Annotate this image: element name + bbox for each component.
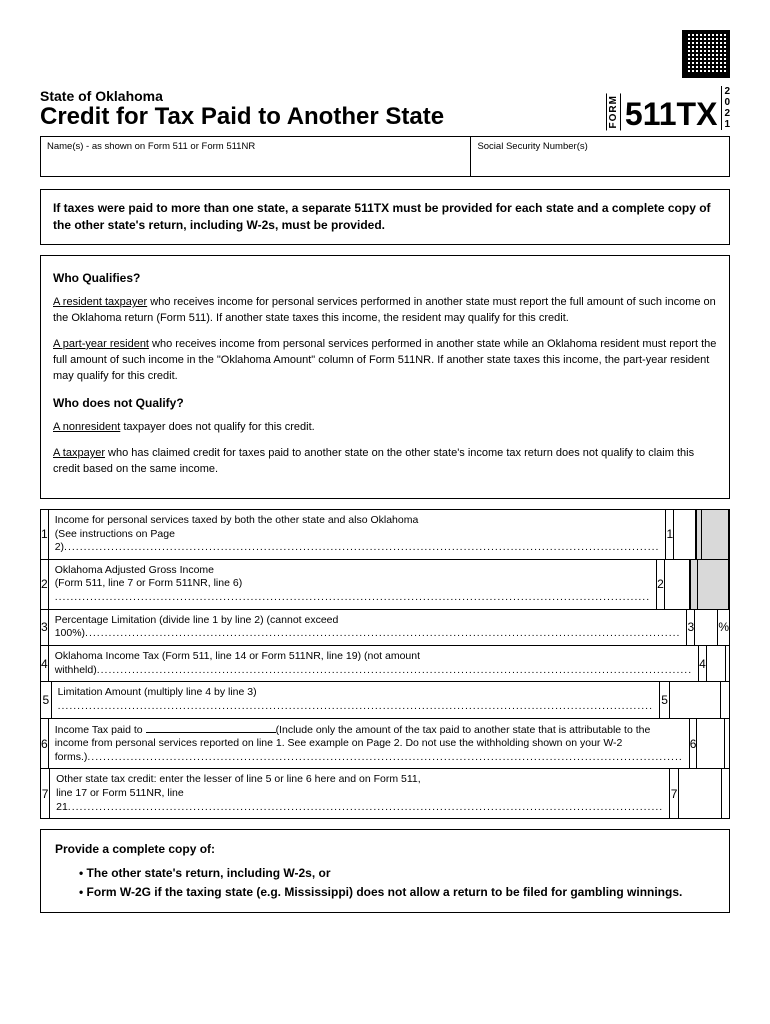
- provide-box: Provide a complete copy of: The other st…: [40, 829, 730, 913]
- line-desc: Oklahoma Adjusted Gross Income(Form 511,…: [49, 560, 656, 609]
- provide-heading: Provide a complete copy of:: [55, 840, 715, 859]
- provide-list: The other state's return, including W-2s…: [55, 864, 715, 902]
- shaded-cell: [696, 510, 703, 559]
- line-desc: Income Tax paid to (Include only the amo…: [49, 719, 689, 769]
- state-label: State of Oklahoma: [40, 88, 606, 104]
- line-4: 4 Oklahoma Income Tax (Form 511, line 14…: [41, 646, 729, 682]
- year-digit: 2: [724, 108, 730, 119]
- qualify-box: Who Qualifies? A resident taxpayer who r…: [40, 255, 730, 499]
- nonresident-term: A nonresident: [53, 421, 120, 433]
- notice-box: If taxes were paid to more than one stat…: [40, 189, 730, 245]
- line-6: 6 Income Tax paid to (Include only the a…: [41, 719, 729, 770]
- qr-row: [40, 30, 730, 78]
- ssn-field[interactable]: Social Security Number(s): [471, 137, 729, 176]
- form-year: 2 0 2 1: [721, 86, 730, 130]
- partyear-term: A part-year resident: [53, 338, 149, 350]
- line-6-input[interactable]: [697, 719, 724, 769]
- provide-item-1: The other state's return, including W-2s…: [79, 864, 715, 883]
- percent-sign: %: [718, 610, 729, 645]
- who-not-qualify-heading: Who does not Qualify?: [53, 395, 717, 412]
- spacer: [721, 682, 729, 717]
- line-number: 5: [41, 682, 52, 717]
- line-ref: 1: [665, 510, 674, 559]
- line-ref: 7: [669, 769, 679, 818]
- year-digit: 0: [724, 97, 730, 108]
- line-5: 5 Limitation Amount (multiply line 4 by …: [41, 682, 729, 718]
- line-desc: Income for personal services taxed by bo…: [49, 510, 666, 559]
- spacer: [725, 719, 729, 769]
- spacer: [722, 769, 729, 818]
- line-desc: Limitation Amount (multiply line 4 by li…: [52, 682, 659, 717]
- line-2: 2 Oklahoma Adjusted Gross Income(Form 51…: [41, 560, 729, 610]
- calculation-box: 1 Income for personal services taxed by …: [40, 509, 730, 820]
- names-field[interactable]: Name(s) - as shown on Form 511 or Form 5…: [41, 137, 471, 176]
- ssn-label: Social Security Number(s): [477, 141, 587, 152]
- line-number: 4: [41, 646, 49, 681]
- line-ref: 5: [659, 682, 670, 717]
- year-digit: 2: [724, 86, 730, 97]
- form-title: Credit for Tax Paid to Another State: [40, 104, 606, 130]
- spacer: [726, 646, 729, 681]
- line-7-input[interactable]: [679, 769, 722, 818]
- line-ref: 3: [686, 610, 695, 645]
- line-number: 1: [41, 510, 49, 559]
- line-ref: 6: [689, 719, 698, 769]
- resident-term: A resident taxpayer: [53, 296, 147, 308]
- claimed-credit-paragraph: A taxpayer who has claimed credit for ta…: [53, 446, 717, 478]
- line-1: 1 Income for personal services taxed by …: [41, 510, 729, 560]
- line-7: 7 Other state tax credit: enter the less…: [41, 769, 729, 818]
- form-label: FORM: [606, 93, 621, 130]
- shaded-cell: [702, 510, 729, 559]
- line-desc: Percentage Limitation (divide line 1 by …: [49, 610, 687, 645]
- line-number: 3: [41, 610, 49, 645]
- line-desc: Other state tax credit: enter the lesser…: [50, 769, 669, 818]
- line-3-input[interactable]: [695, 610, 718, 645]
- who-qualifies-heading: Who Qualifies?: [53, 270, 717, 287]
- provide-item-2: Form W-2G if the taxing state (e.g. Miss…: [79, 883, 715, 902]
- shaded-cell: [690, 560, 698, 609]
- line-desc: Oklahoma Income Tax (Form 511, line 14 o…: [49, 646, 698, 681]
- taxpayer-term: A taxpayer: [53, 447, 105, 459]
- line-2-input[interactable]: [665, 560, 690, 609]
- line-5-input[interactable]: [670, 682, 721, 717]
- partyear-paragraph: A part-year resident who receives income…: [53, 337, 717, 385]
- header: State of Oklahoma Credit for Tax Paid to…: [40, 86, 730, 130]
- line-number: 7: [41, 769, 50, 818]
- names-label: Name(s) - as shown on Form 511 or Form 5…: [47, 141, 255, 152]
- state-blank[interactable]: [146, 723, 276, 733]
- line-ref: 4: [698, 646, 707, 681]
- year-digit: 1: [724, 119, 730, 130]
- header-left: State of Oklahoma Credit for Tax Paid to…: [40, 88, 606, 130]
- qr-code: [682, 30, 730, 78]
- line-number: 2: [41, 560, 49, 609]
- resident-paragraph: A resident taxpayer who receives income …: [53, 295, 717, 327]
- line-4-input[interactable]: [707, 646, 726, 681]
- shaded-cell: [698, 560, 729, 609]
- line-ref: 2: [656, 560, 665, 609]
- line-1-input[interactable]: [674, 510, 695, 559]
- nonresident-paragraph: A nonresident taxpayer does not qualify …: [53, 420, 717, 436]
- line-number: 6: [41, 719, 49, 769]
- header-right: FORM 511TX 2 0 2 1: [606, 86, 730, 130]
- identity-box: Name(s) - as shown on Form 511 or Form 5…: [40, 136, 730, 177]
- line-3: 3 Percentage Limitation (divide line 1 b…: [41, 610, 729, 646]
- form-number: 511TX: [623, 98, 720, 130]
